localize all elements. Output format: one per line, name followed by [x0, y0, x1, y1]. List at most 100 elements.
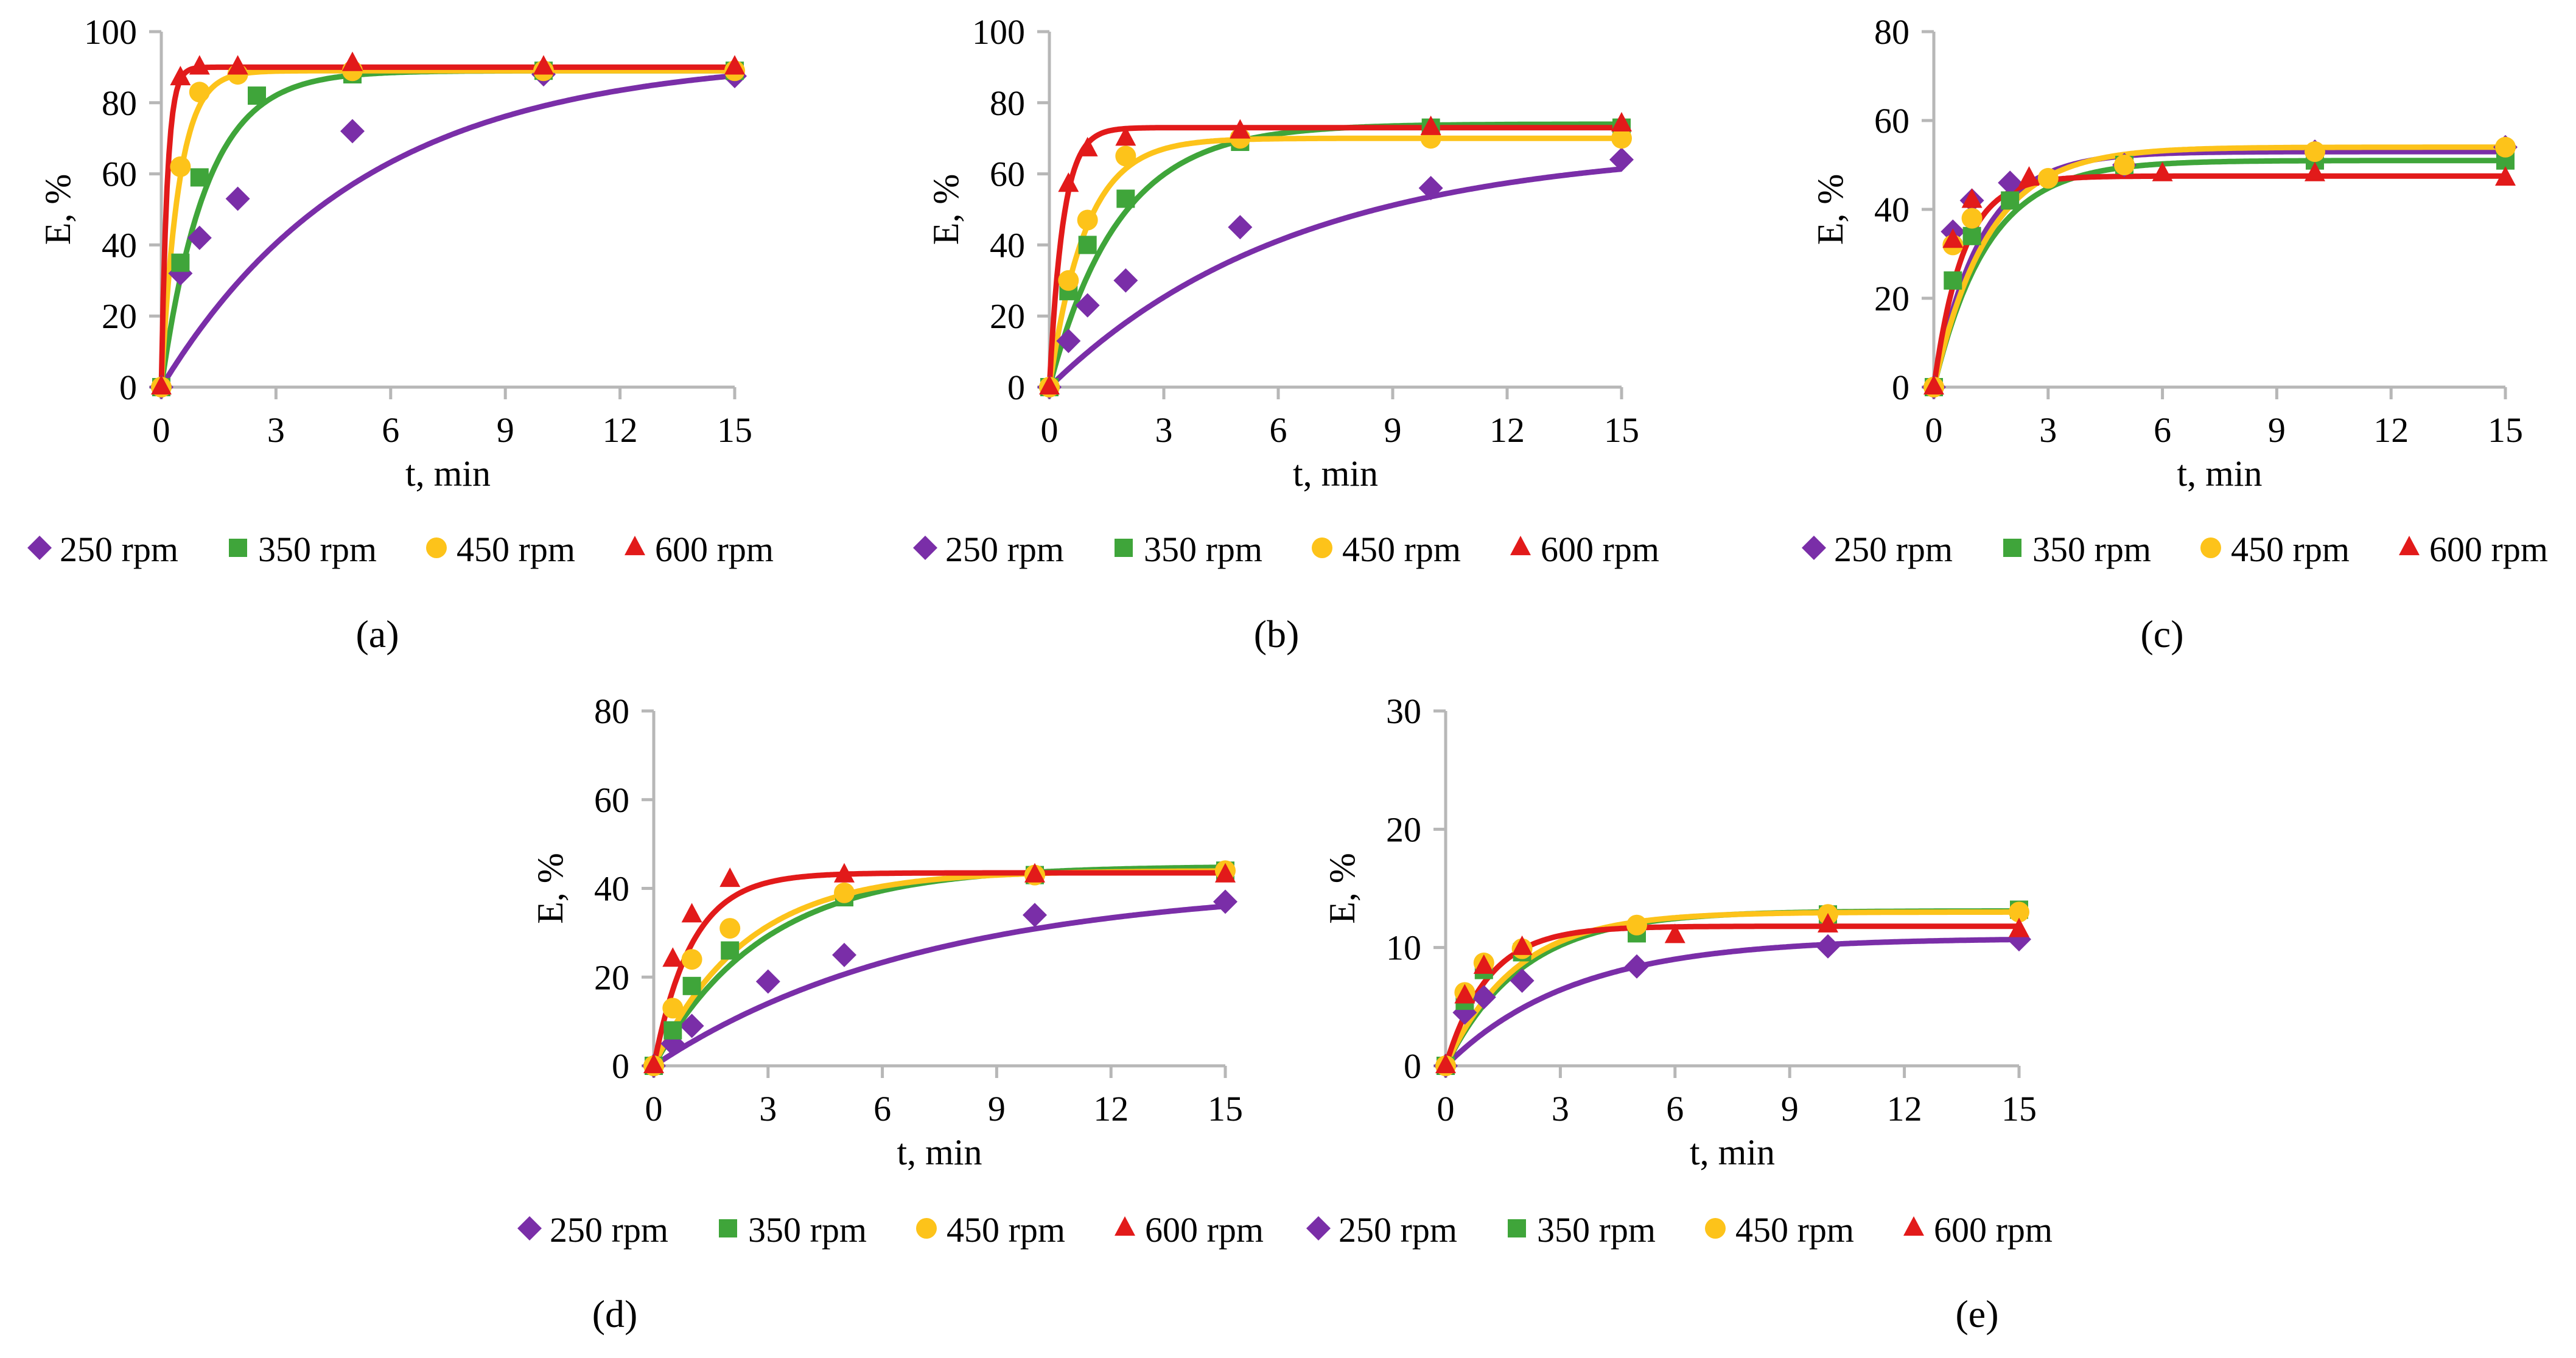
x-tick-label: 12 — [603, 410, 638, 450]
fit-curve-350-rpm — [158, 68, 736, 388]
panel-label: (e) — [1955, 1292, 1998, 1335]
x-tick-label: 12 — [2373, 410, 2409, 450]
diamond-marker-250-rpm — [679, 1013, 704, 1038]
triangle-marker-600-rpm — [2152, 161, 2173, 181]
triangle-marker-600-rpm — [681, 903, 702, 923]
diamond-marker-250-rpm — [1023, 903, 1047, 928]
triangle-marker-600-rpm — [170, 66, 191, 86]
triangle-marker-600-rpm — [2399, 536, 2420, 556]
legend-label: 450 rpm — [1735, 1210, 1854, 1250]
x-tick-label: 6 — [382, 410, 399, 450]
circle-marker-450-rpm — [2200, 537, 2221, 558]
y-tick-label: 60 — [990, 155, 1025, 194]
square-marker-350-rpm — [719, 1219, 737, 1237]
diamond-marker-250-rpm — [27, 536, 52, 560]
triangle-marker-600-rpm — [2018, 166, 2040, 186]
triangle-marker-600-rpm — [1230, 119, 1251, 139]
circle-marker-450-rpm — [916, 1218, 937, 1239]
circle-marker-450-rpm — [1058, 270, 1079, 291]
diamond-marker-250-rpm — [1075, 293, 1100, 318]
x-axis-title: t, min — [2177, 453, 2262, 494]
triangle-marker-600-rpm — [189, 55, 210, 75]
x-tick-label: 15 — [2001, 1089, 2037, 1129]
triangle-marker-600-rpm — [1510, 536, 1531, 556]
y-tick-label: 20 — [1874, 279, 1909, 318]
y-tick-label: 0 — [119, 368, 137, 407]
triangle-marker-600-rpm — [151, 375, 172, 395]
diamond-marker-250-rpm — [913, 536, 937, 560]
legend: 250 rpm 350 rpm 450 rpm 600 rpm — [1306, 1210, 2053, 1250]
diamond-marker-250-rpm — [1306, 1216, 1331, 1241]
panel-label: (b) — [1254, 612, 1300, 656]
fit-curve-600-rpm — [1046, 125, 1623, 388]
x-tick-label: 15 — [2488, 410, 2523, 450]
x-tick-label: 0 — [1041, 410, 1059, 450]
series-600-rpm — [151, 51, 745, 395]
circle-marker-450-rpm — [2305, 141, 2325, 163]
diamond-marker-250-rpm — [1998, 170, 2023, 195]
x-tick-label: 6 — [2154, 410, 2171, 450]
square-marker-350-rpm — [2003, 539, 2021, 557]
series-350-rpm — [152, 61, 744, 396]
circle-marker-450-rpm — [1705, 1218, 1726, 1239]
square-marker-350-rpm — [229, 539, 247, 557]
series-350-rpm — [645, 861, 1234, 1075]
triangle-marker-600-rpm — [1115, 1216, 1135, 1236]
circle-marker-450-rpm — [1312, 537, 1332, 558]
circle-marker-450-rpm — [1961, 208, 1983, 229]
fit-curve-350-rpm — [1443, 908, 2020, 1067]
x-tick-label: 15 — [1208, 1089, 1243, 1129]
legend: 250 rpm 350 rpm 450 rpm 600 rpm — [517, 1210, 1264, 1250]
series-250-rpm — [642, 889, 1237, 1078]
circle-marker-450-rpm — [426, 537, 447, 558]
y-tick-label: 10 — [1386, 928, 1421, 968]
circle-marker-450-rpm — [2037, 167, 2059, 189]
fit-curve-450-rpm — [1046, 135, 1623, 388]
y-tick-label: 30 — [1386, 691, 1421, 731]
triangle-marker-600-rpm — [1077, 136, 1098, 156]
y-tick-label: 20 — [594, 957, 629, 997]
fit-curve-250-rpm — [652, 903, 1227, 1068]
square-marker-350-rpm — [1508, 1219, 1526, 1237]
legend-label: 350 rpm — [258, 530, 377, 569]
y-tick-label: 80 — [990, 83, 1025, 123]
fit-curve-250-rpm — [1047, 166, 1623, 390]
circle-marker-450-rpm — [1115, 145, 1136, 167]
x-tick-label: 0 — [1437, 1089, 1455, 1129]
triangle-marker-600-rpm — [643, 1054, 664, 1074]
y-tick-label: 0 — [1007, 368, 1025, 407]
diamond-marker-250-rpm — [755, 969, 780, 994]
legend-label: 250 rpm — [945, 530, 1064, 569]
legend-label: 600 rpm — [1934, 1210, 2053, 1250]
y-tick-label: 60 — [594, 780, 629, 820]
triangle-marker-600-rpm — [724, 55, 745, 75]
diamond-marker-250-rpm — [1113, 268, 1138, 293]
legend-label: 350 rpm — [1537, 1210, 1656, 1250]
x-tick-label: 12 — [1489, 410, 1525, 450]
y-tick-label: 40 — [594, 869, 629, 909]
legend-label: 450 rpm — [947, 1210, 1065, 1250]
fit-curve-450-rpm — [651, 868, 1227, 1067]
legend-label: 450 rpm — [457, 530, 575, 569]
triangle-marker-600-rpm — [533, 55, 554, 75]
fit-curve-250-rpm — [159, 72, 736, 389]
triangle-marker-600-rpm — [1611, 112, 1632, 131]
x-axis-title: t, min — [1293, 453, 1378, 494]
series-450-rpm — [643, 860, 1236, 1076]
square-marker-350-rpm — [1115, 539, 1133, 557]
x-tick-label: 6 — [1270, 410, 1287, 450]
legend-label: 250 rpm — [1339, 1210, 1457, 1250]
x-axis-title: t, min — [1690, 1132, 1775, 1172]
y-axis-title: E, % — [1810, 174, 1850, 245]
series-600-rpm — [1923, 161, 2516, 395]
circle-marker-450-rpm — [2495, 136, 2516, 158]
diamond-marker-250-rpm — [517, 1216, 542, 1241]
y-axis-title: E, % — [38, 174, 78, 245]
fit-curve-450-rpm — [1931, 144, 2507, 388]
fit-curve-600-rpm — [158, 64, 736, 388]
triangle-marker-600-rpm — [834, 863, 855, 883]
triangle-marker-600-rpm — [1215, 863, 1236, 883]
y-tick-label: 20 — [990, 296, 1025, 336]
triangle-marker-600-rpm — [227, 55, 248, 75]
